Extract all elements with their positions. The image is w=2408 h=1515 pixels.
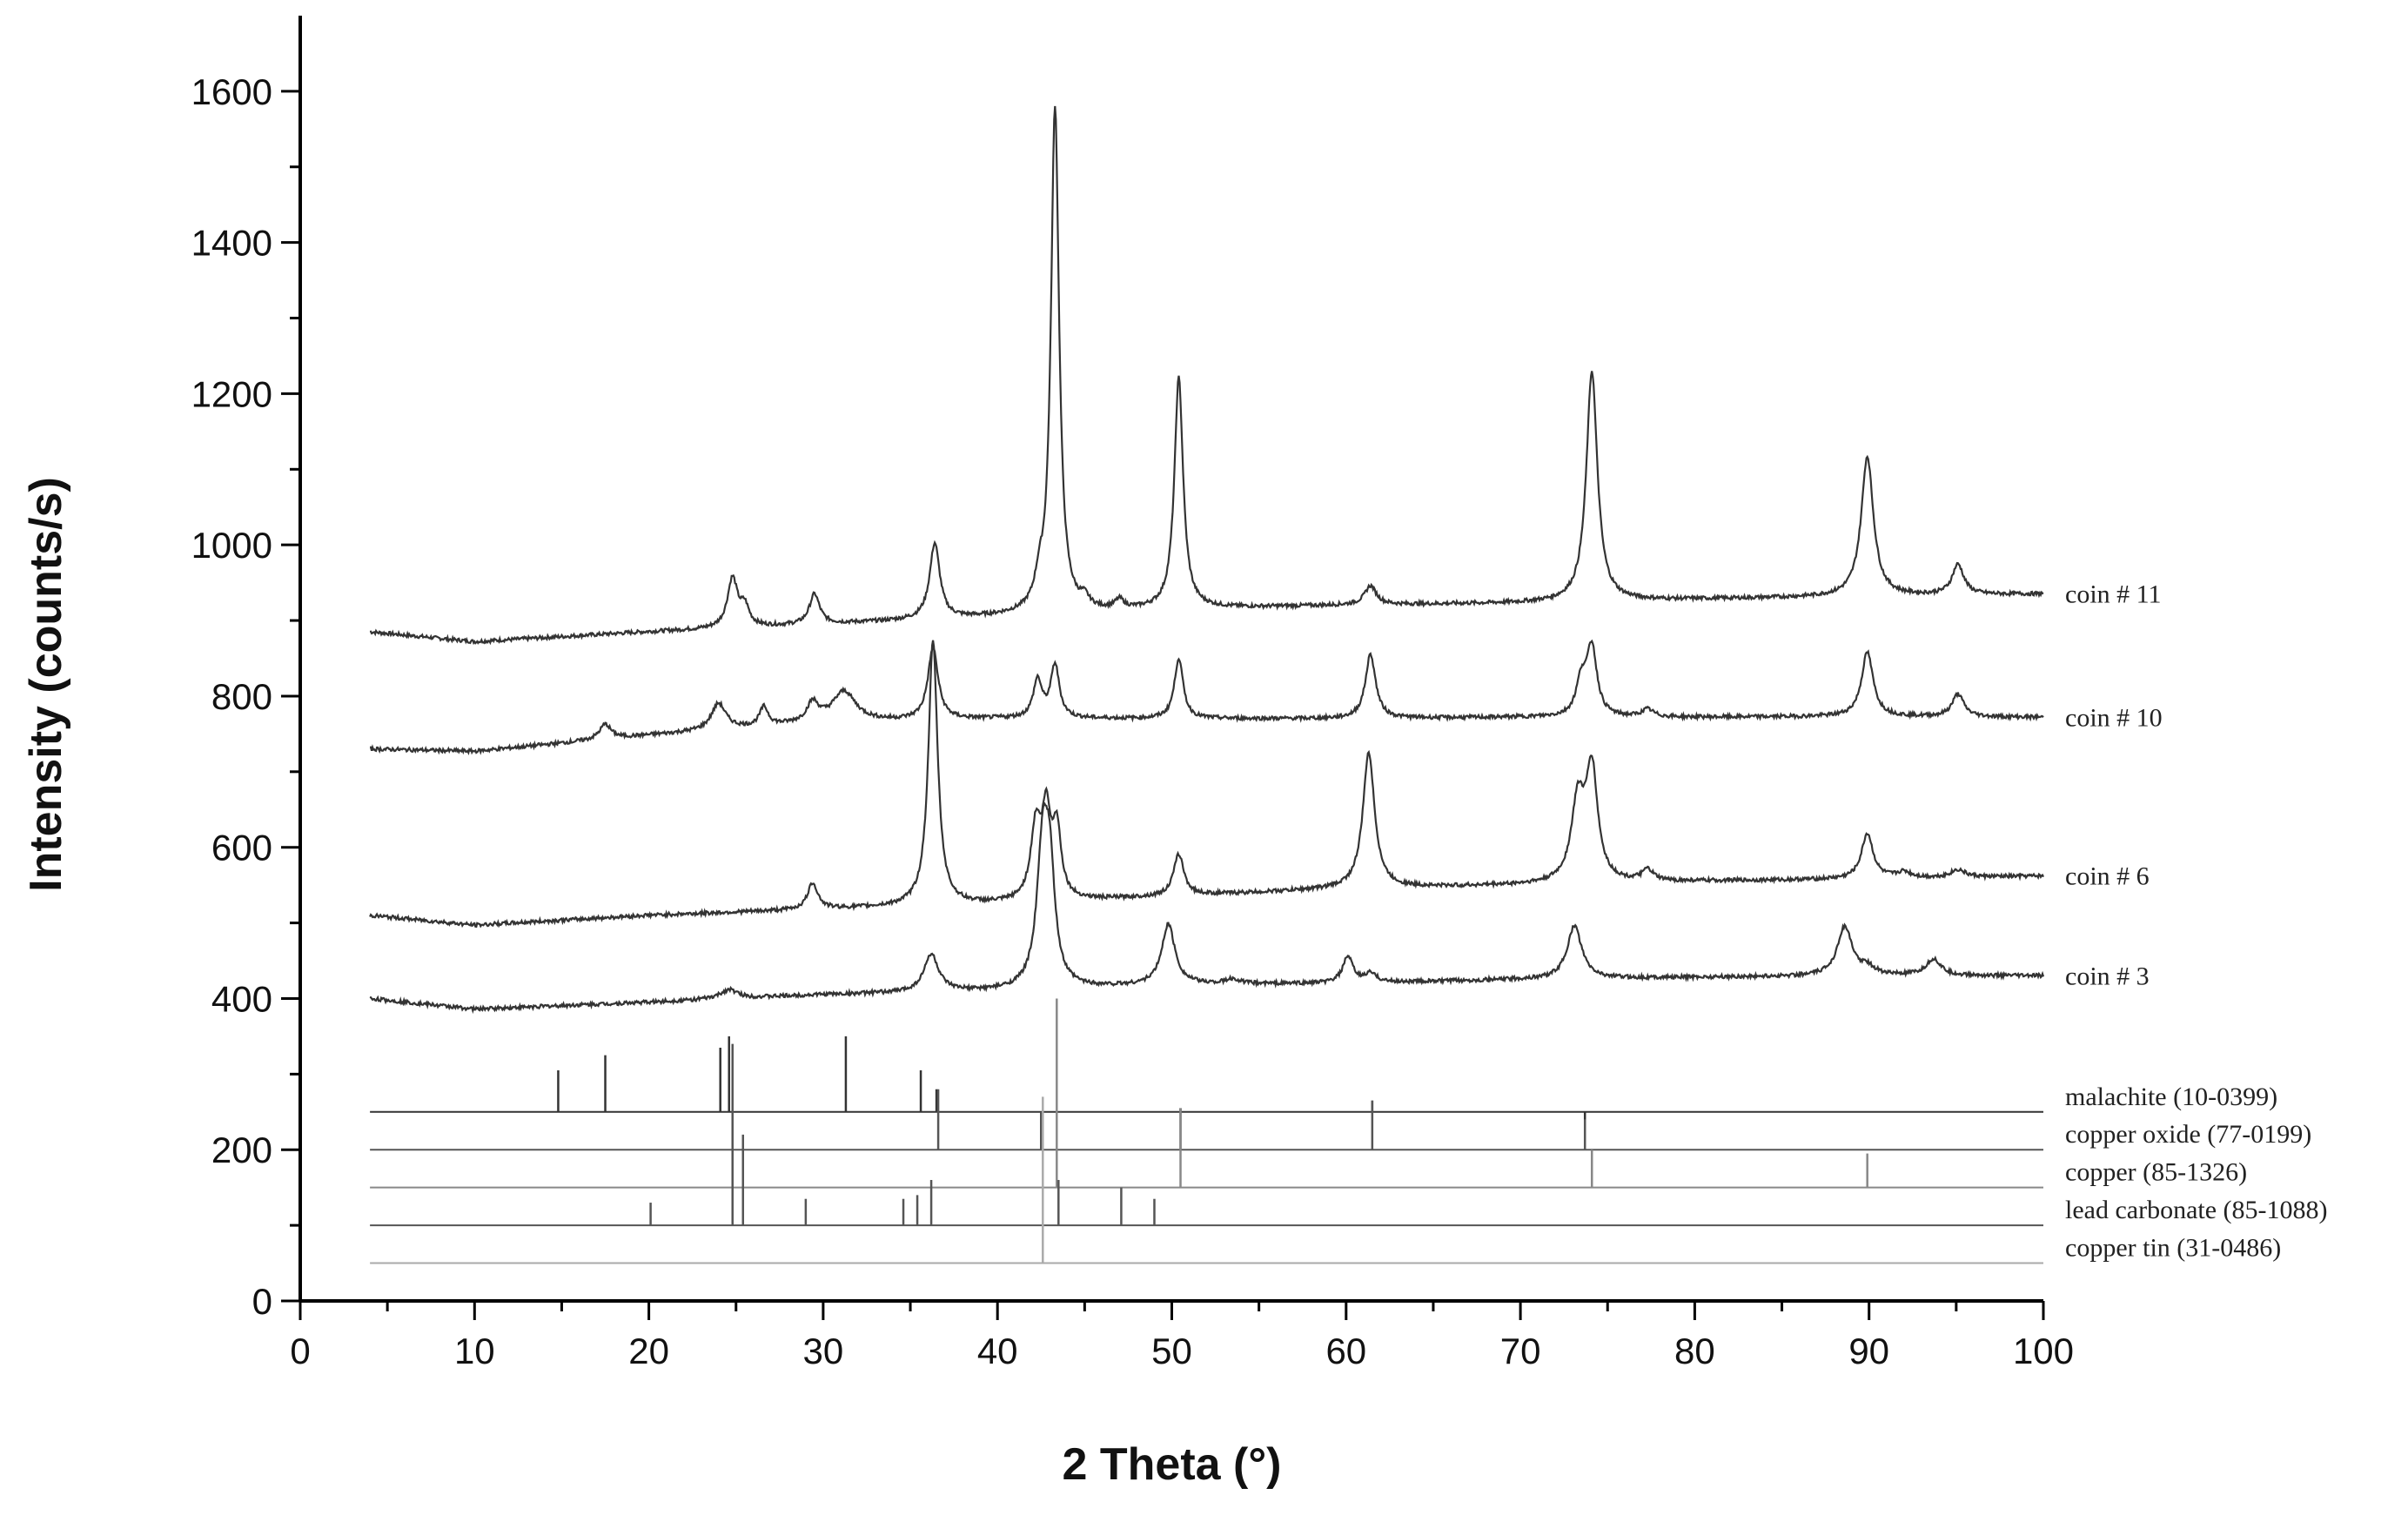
x-tick-label: 40 bbox=[977, 1331, 1018, 1371]
reference-label: copper (85-1326) bbox=[2065, 1158, 2247, 1187]
x-tick-label: 20 bbox=[628, 1331, 669, 1371]
y-tick-label: 1200 bbox=[191, 373, 272, 414]
axes bbox=[298, 16, 2043, 1303]
y-tick-label: 1600 bbox=[191, 71, 272, 112]
y-tick-label: 200 bbox=[211, 1130, 272, 1170]
series-label: coin # 10 bbox=[2065, 703, 2163, 732]
x-tick-label: 50 bbox=[1151, 1331, 1192, 1371]
y-tick-label: 0 bbox=[252, 1281, 272, 1322]
y-tick-label: 800 bbox=[211, 676, 272, 717]
reference-label: malachite (10-0399) bbox=[2065, 1083, 2277, 1111]
x-axis-title: 2 Theta (°) bbox=[1063, 1439, 1282, 1490]
y-axis-title: Intensity (counts/s) bbox=[21, 477, 71, 892]
x-tick-label: 70 bbox=[1500, 1331, 1541, 1371]
x-ticks: 0 10 20 30 40 50 60 70 80 90 100 bbox=[290, 1301, 2074, 1371]
x-tick-label: 100 bbox=[2013, 1331, 2074, 1371]
series-line bbox=[369, 801, 2045, 1015]
x-tick-label: 10 bbox=[454, 1331, 495, 1371]
series-line bbox=[369, 639, 2044, 755]
plot-area: coin # 11 coin # 10 coin # 6 coin # 3 malach… bbox=[369, 105, 2328, 1264]
y-ticks: 0 200 400 600 800 1000 1200 1400 1600 bbox=[191, 71, 300, 1322]
x-tick-label: 30 bbox=[803, 1331, 844, 1371]
x-tick-label: 60 bbox=[1325, 1331, 1366, 1371]
series-label: coin # 11 bbox=[2065, 580, 2162, 609]
x-tick-label: 0 bbox=[290, 1331, 310, 1371]
reference-label: copper tin (31-0486) bbox=[2065, 1234, 2281, 1263]
y-tick-label: 1400 bbox=[191, 223, 272, 264]
reference-label: lead carbonate (85-1088) bbox=[2065, 1196, 2328, 1224]
x-tick-label: 90 bbox=[1848, 1331, 1889, 1371]
series-line bbox=[369, 640, 2044, 928]
y-tick-label: 600 bbox=[211, 828, 272, 868]
series-line bbox=[369, 105, 2044, 646]
reference-label: copper oxide (77-0199) bbox=[2065, 1120, 2311, 1149]
y-tick-label: 1000 bbox=[191, 525, 272, 566]
series-label: coin # 3 bbox=[2065, 962, 2150, 990]
y-tick-label: 400 bbox=[211, 978, 272, 1019]
series-label: coin # 6 bbox=[2065, 862, 2150, 891]
x-tick-label: 80 bbox=[1674, 1331, 1715, 1371]
